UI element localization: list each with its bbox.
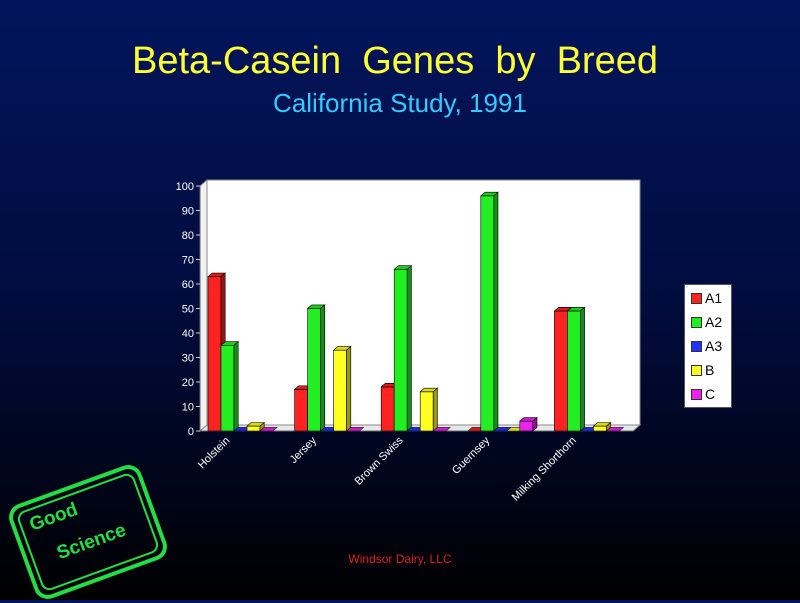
- bar-front: [593, 425, 607, 432]
- x-tick-label: Holstein: [196, 435, 233, 472]
- footer-credit: Windsor Dairy, LLC: [348, 552, 452, 566]
- bar-A2-holstein: [220, 340, 240, 432]
- bar-C-jersey: [345, 427, 365, 432]
- legend-swatch: [691, 340, 702, 352]
- bar-side: [320, 304, 326, 432]
- bar-front: [294, 389, 308, 432]
- legend-label: A3: [705, 338, 723, 354]
- bar-C-brown-swiss: [432, 427, 452, 432]
- legend-item-c: C: [691, 385, 715, 403]
- plot-left-wall: [199, 178, 208, 433]
- legend-label: A2: [705, 314, 723, 330]
- y-tick-label: 20: [182, 377, 194, 389]
- bar-side: [580, 306, 585, 432]
- bar-front: [480, 195, 495, 432]
- legend-label: A1: [705, 290, 723, 306]
- legend-swatch: [691, 364, 702, 376]
- slide-title: Beta-Casein Genes by Breed: [132, 40, 658, 82]
- bar-zero: [345, 427, 365, 432]
- y-tick-label: 10: [182, 402, 194, 414]
- bar-zero: [432, 427, 452, 432]
- legend-item-a3: A3: [691, 337, 722, 355]
- bar-front: [220, 344, 235, 432]
- bar-front: [554, 310, 568, 432]
- bar-B-holstein: [246, 421, 266, 432]
- bar-A2-milking-shorthorn: [566, 306, 586, 432]
- bar-front: [393, 268, 408, 432]
- x-tick-label: Jersey: [288, 434, 320, 466]
- bar-side: [432, 387, 438, 432]
- bar-front: [333, 349, 347, 432]
- legend-swatch: [691, 292, 702, 304]
- y-tick-label: 0: [188, 426, 194, 438]
- y-tick-label: 80: [182, 230, 194, 242]
- legend-item-a1: A1: [691, 289, 722, 307]
- bar-A2-brown-swiss: [393, 265, 413, 432]
- legend-label: B: [705, 362, 715, 378]
- bar-zero: [605, 427, 625, 432]
- bar-C-milking-shorthorn: [605, 427, 625, 432]
- bar-B-brown-swiss: [419, 387, 439, 432]
- x-tick-label: Brown Swiss: [353, 434, 406, 487]
- y-tick-label: 30: [182, 353, 194, 365]
- chart-legend: A1 A2 A3 B C: [684, 284, 732, 408]
- bar-front: [519, 420, 534, 432]
- x-tick-label: Milking Shorthorn: [510, 435, 579, 504]
- y-tick-label: 70: [182, 255, 194, 267]
- bar-B-jersey: [332, 345, 352, 432]
- y-tick-label: 100: [176, 181, 194, 193]
- legend-label: C: [705, 386, 716, 402]
- bar-B-milking-shorthorn: [592, 421, 612, 432]
- x-tick-label: Guernsey: [450, 434, 493, 477]
- bar-front: [207, 276, 222, 432]
- bar-A2-guernsey: [479, 191, 499, 432]
- slide-subtitle: California Study, 1991: [273, 88, 527, 118]
- y-tick-label: 90: [182, 206, 194, 218]
- legend-item-b: B: [691, 361, 714, 379]
- bar-front: [419, 391, 434, 432]
- bar-C-guernsey: [518, 416, 538, 432]
- y-tick-label: 50: [182, 304, 194, 316]
- bar-front: [380, 386, 395, 432]
- bar-C-holstein: [259, 427, 278, 432]
- bar-A2-jersey: [306, 304, 326, 432]
- bar-zero: [259, 427, 278, 432]
- y-tick-label: 40: [182, 328, 194, 340]
- bar-front: [246, 425, 261, 432]
- bar-front: [567, 310, 581, 432]
- bar-side: [346, 345, 352, 432]
- legend-item-a2: A2: [691, 313, 722, 331]
- bar-front: [307, 308, 321, 432]
- bar-side: [233, 340, 239, 432]
- bar-side: [406, 265, 412, 432]
- bar-side: [532, 416, 538, 432]
- legend-swatch: [691, 388, 702, 400]
- y-tick-label: 60: [182, 279, 194, 291]
- bar-side: [493, 191, 499, 432]
- legend-swatch: [691, 316, 702, 328]
